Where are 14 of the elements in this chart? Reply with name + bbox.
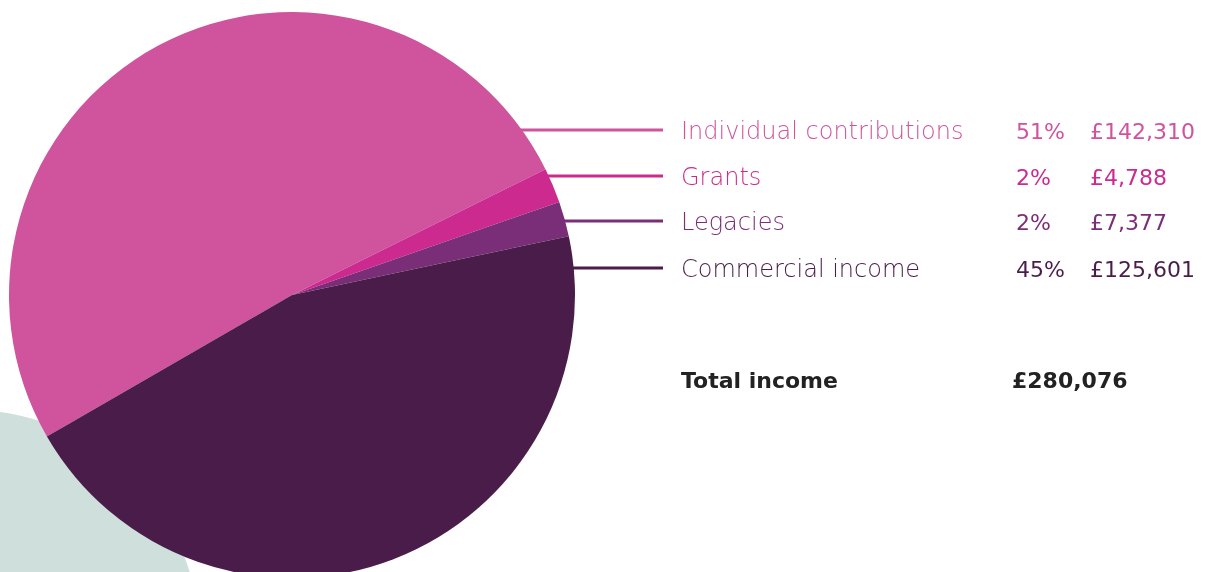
text: £125,601 [1090, 257, 1195, 282]
text: £7,377 [1090, 210, 1167, 235]
slice-label: Grants [681, 163, 762, 191]
slice-label: Commercial income [681, 255, 921, 283]
text: 51% [1016, 119, 1065, 144]
text: £280,076 [1012, 368, 1128, 393]
text: Total income [681, 368, 838, 393]
text: 2% [1016, 210, 1051, 235]
slice-label: Legacies [681, 208, 785, 236]
slice-label: Individual contributions [681, 117, 964, 145]
text: 2% [1016, 165, 1051, 190]
text: 45% [1016, 257, 1065, 282]
text: £142,310 [1090, 119, 1195, 144]
text: £4,788 [1090, 165, 1167, 190]
